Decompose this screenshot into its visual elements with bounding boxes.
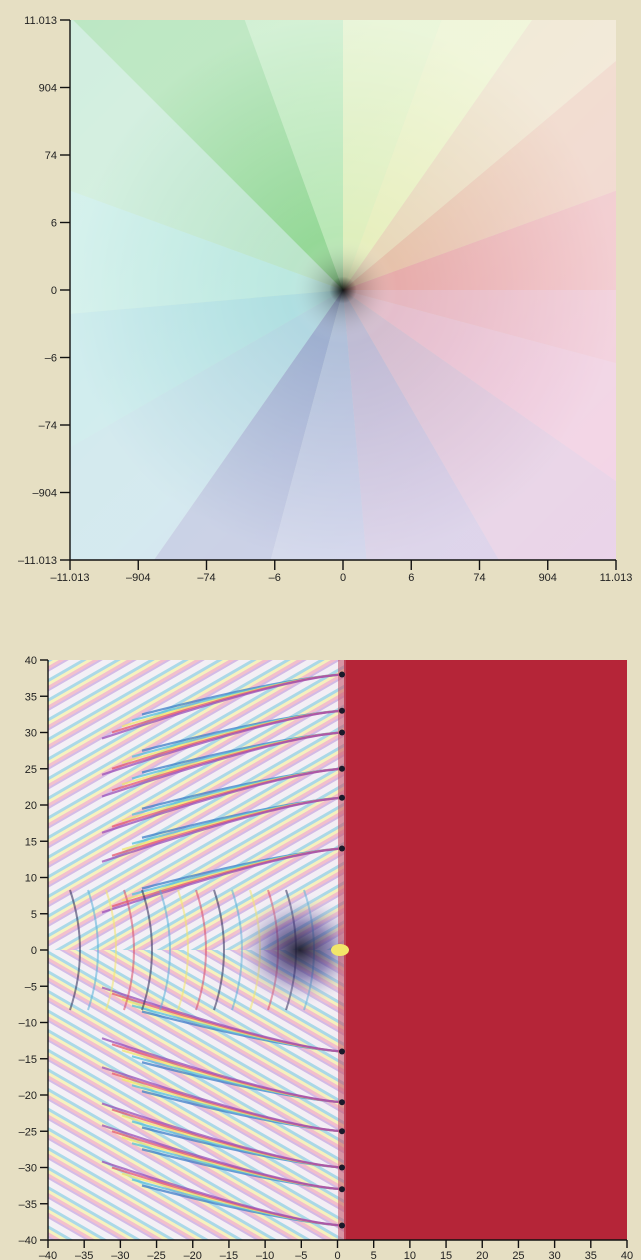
phase-plot-2-surface [48, 660, 627, 1240]
y-tick-label: –5 [25, 981, 37, 993]
x-tick-label: 40 [621, 1250, 633, 1260]
x-tick-label: –20 [184, 1250, 202, 1260]
y-tick-label: –40 [19, 1235, 37, 1247]
x-tick-label: 74 [473, 572, 485, 584]
x-tick-label: 0 [334, 1250, 340, 1260]
phase-contour [87, 889, 99, 1011]
y-tick-label: –904 [33, 488, 57, 500]
phase-plot-2: –40 –35 –30 –25 –20 –15 –10 –5 0 5 10 15 20 25 30 35 40 … [19, 655, 633, 1260]
x-tick-label: 6 [408, 572, 414, 584]
zero-marker [339, 1164, 345, 1171]
zero-marker [339, 1128, 345, 1135]
x-tick-label: –74 [197, 572, 215, 584]
phase-contour [101, 1160, 343, 1227]
phase-contour [101, 796, 343, 863]
phase-contour [159, 889, 171, 1011]
zero-marker [339, 671, 345, 678]
y-tick-label: 40 [25, 655, 37, 667]
phase-contour [141, 889, 153, 1011]
y-tick-label: 0 [31, 945, 37, 957]
y-tick-label: –15 [19, 1054, 37, 1066]
y-tick-label: –10 [19, 1018, 37, 1030]
x-tick-label: 10 [404, 1250, 416, 1260]
x-tick-label: –35 [75, 1250, 93, 1260]
plot-1-x-axis: –11.013 –904 –74 –6 0 6 74 904 11.013 [51, 559, 633, 584]
x-tick-label: –40 [39, 1250, 57, 1260]
y-tick-label: 20 [25, 800, 37, 812]
x-tick-label: 25 [512, 1250, 524, 1260]
x-tick-label: 11.013 [600, 572, 633, 584]
zero-marker [339, 1222, 345, 1229]
zero-marker [339, 729, 345, 736]
x-tick-label: 904 [539, 572, 557, 584]
x-tick-label: 30 [549, 1250, 561, 1260]
phase-contour [101, 1102, 343, 1169]
x-tick-label: 0 [340, 572, 346, 584]
phase-contour [101, 767, 343, 834]
phase-contour [101, 1037, 343, 1104]
x-tick-label: –25 [147, 1250, 165, 1260]
x-tick-label: 15 [440, 1250, 452, 1260]
y-tick-label: –35 [19, 1199, 37, 1211]
zero-marker [339, 1186, 345, 1193]
y-tick-label: –20 [19, 1090, 37, 1102]
y-tick-label: 0 [51, 285, 57, 297]
phase-contour [101, 673, 343, 740]
x-tick-label: –30 [111, 1250, 129, 1260]
x-tick-label: –11.013 [51, 572, 90, 584]
phase-contour [101, 1066, 343, 1133]
plot-1-y-axis: 11.013 904 74 6 0 –6 –74 –904 –11.013 [18, 15, 71, 567]
zero-marker [339, 794, 345, 801]
y-tick-label: 10 [25, 873, 37, 885]
y-tick-label: 74 [45, 150, 57, 162]
y-tick-label: 15 [25, 836, 37, 848]
y-tick-label: –11.013 [18, 555, 57, 567]
zero-marker [339, 1099, 345, 1106]
plot-2-y-axis: 40 35 30 25 20 15 10 5 0 –5 –10 –15 –20 –25 –30 –35 –40 [19, 655, 49, 1247]
phase-contour [177, 889, 189, 1011]
y-tick-label: 5 [31, 909, 37, 921]
phase-plot-1-surface [70, 20, 616, 560]
phase-contour [213, 889, 225, 1011]
y-tick-label: 30 [25, 728, 37, 740]
x-tick-label: –904 [126, 572, 150, 584]
phase-contour [101, 731, 343, 798]
phase-contour [123, 889, 135, 1011]
x-tick-label: –6 [269, 572, 281, 584]
phase-plot-1: –11.013 –904 –74 –6 0 6 74 904 11.013 11.013 904 7… [18, 15, 633, 584]
y-tick-label: –6 [45, 353, 57, 365]
y-tick-label: –74 [39, 420, 57, 432]
phase-contour [101, 709, 343, 776]
zero-marker [339, 707, 345, 714]
y-tick-label: 35 [25, 691, 37, 703]
y-tick-label: 25 [25, 764, 37, 776]
y-tick-label: –30 [19, 1163, 37, 1175]
phase-contour [105, 889, 117, 1011]
zero-marker [339, 765, 345, 772]
phase-contour [69, 889, 81, 1011]
plot-2-x-axis: –40 –35 –30 –25 –20 –15 –10 –5 0 5 10 15 20 25 30 35 40 [39, 1239, 633, 1260]
y-tick-label: 11.013 [24, 15, 57, 27]
x-tick-label: 5 [371, 1250, 377, 1260]
y-tick-label: 6 [51, 218, 57, 230]
x-tick-label: 35 [585, 1250, 597, 1260]
x-tick-label: –5 [295, 1250, 307, 1260]
pole-marker [331, 944, 349, 956]
zero-marker [339, 1048, 345, 1055]
y-tick-label: 904 [39, 83, 57, 95]
zero-marker [339, 845, 345, 852]
phase-contour [195, 889, 207, 1011]
x-tick-label: 20 [476, 1250, 488, 1260]
x-tick-label: –15 [220, 1250, 238, 1260]
x-tick-label: –10 [256, 1250, 274, 1260]
y-tick-label: –25 [19, 1126, 37, 1138]
phase-contour [101, 1124, 343, 1191]
